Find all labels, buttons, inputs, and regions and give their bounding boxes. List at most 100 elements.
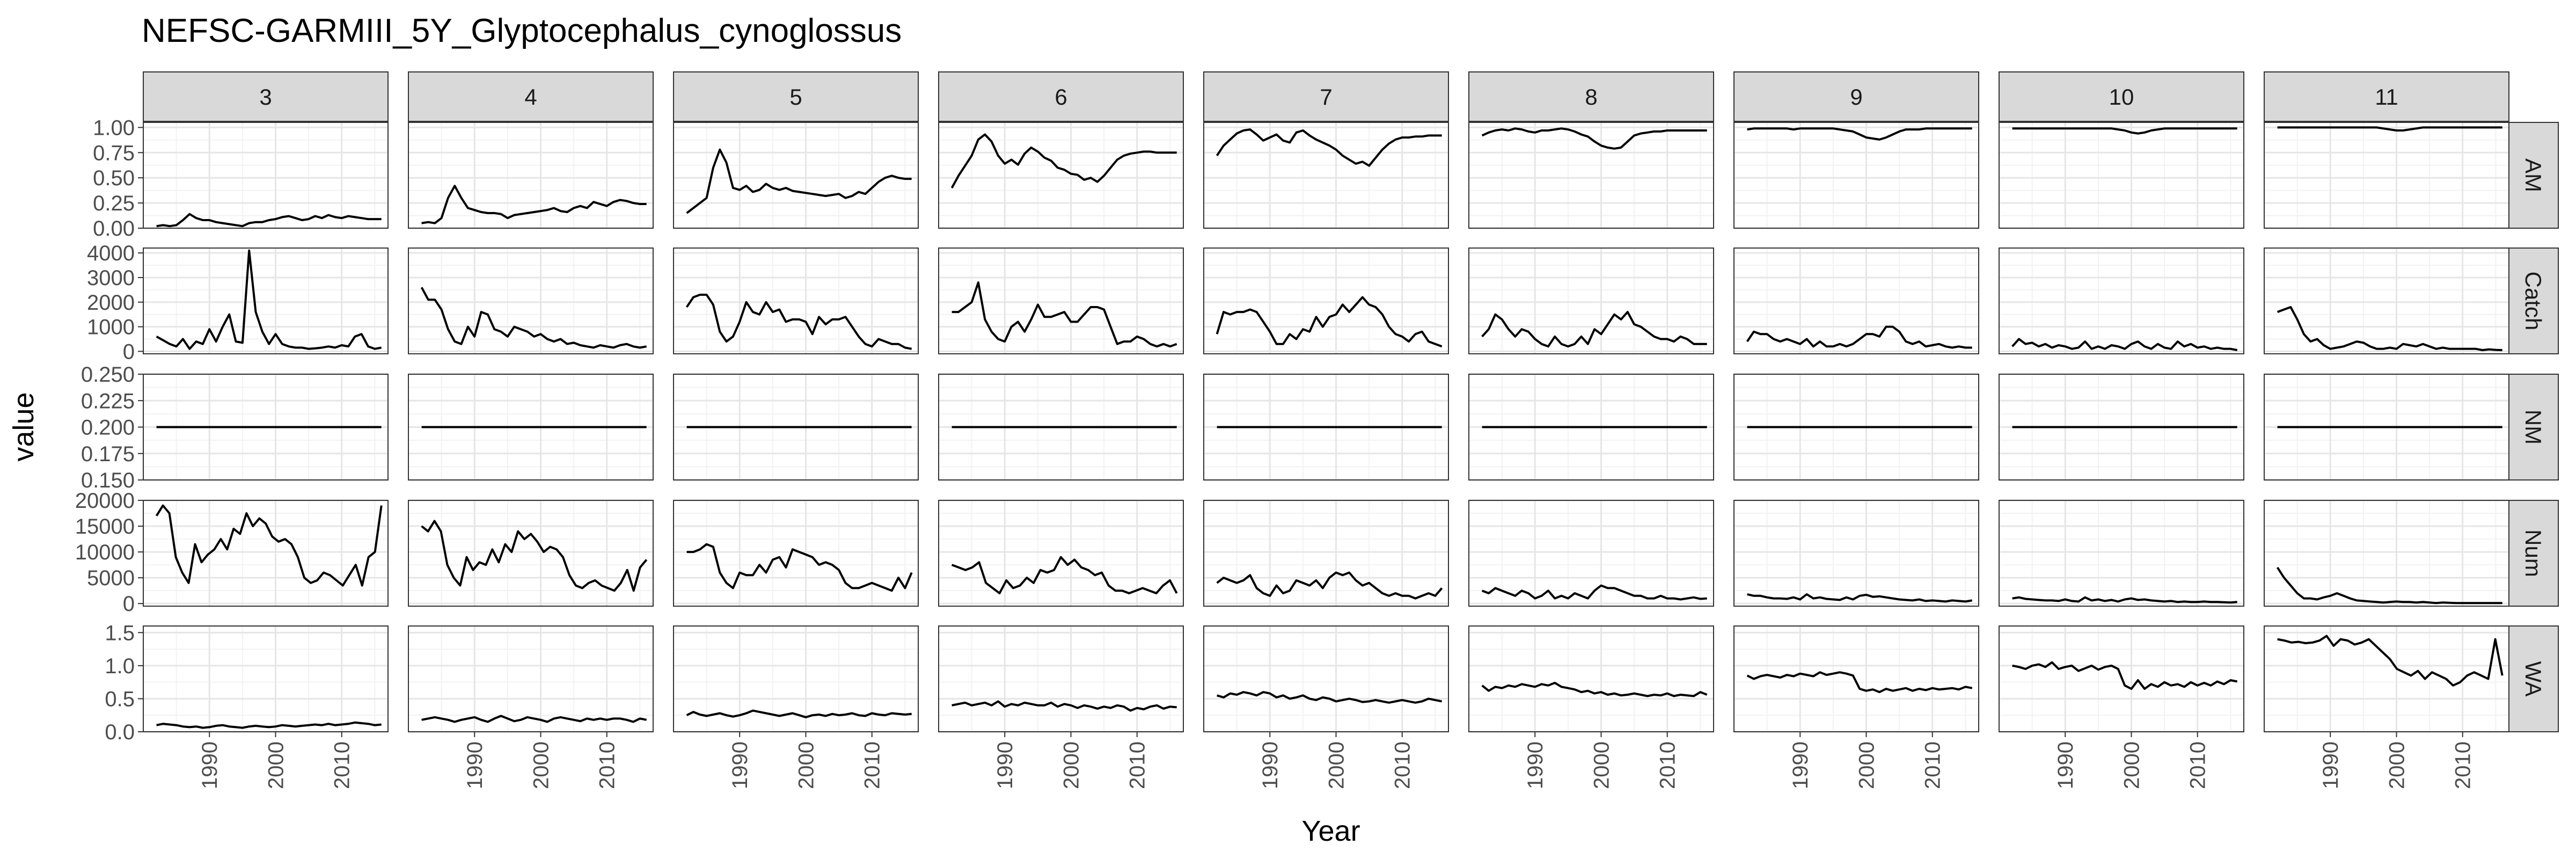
series-line-catch-11 xyxy=(2277,306,2502,352)
facet-strip-column xyxy=(1203,71,1449,122)
facet-panel xyxy=(2264,499,2509,607)
y-tick-label: 0 xyxy=(123,592,135,616)
series-line-am-4 xyxy=(421,185,647,224)
y-tick-label: 3000 xyxy=(87,266,135,290)
panel-border xyxy=(673,122,919,229)
panel-background xyxy=(1469,500,1714,606)
panel-border xyxy=(408,625,654,732)
series-line-wa-11 xyxy=(2277,635,2504,687)
panel-border xyxy=(1468,500,1714,607)
facet-panel xyxy=(1733,373,1979,481)
series-line-catch-6 xyxy=(952,281,1177,348)
facet-row-label: AM xyxy=(2521,158,2546,192)
series-line-catch-4 xyxy=(420,287,647,349)
y-tick-label: 1.00 xyxy=(93,116,135,140)
y-tick-label: 15000 xyxy=(75,515,135,538)
series-line-num-10 xyxy=(2012,596,2237,604)
facet-panel xyxy=(1468,373,1714,481)
facet-panel xyxy=(1999,625,2244,733)
x-tick-label: 2000 xyxy=(794,741,818,789)
panel-border xyxy=(938,500,1184,607)
facet-strip-column xyxy=(408,71,654,122)
facet-panel xyxy=(938,122,1184,229)
series-line-wa-9 xyxy=(1746,671,1973,694)
panel-background xyxy=(1999,248,2244,354)
y-tick-label: 0.0 xyxy=(105,720,135,744)
y-tick-label: 2000 xyxy=(87,291,135,315)
facet-strip-column xyxy=(143,71,389,122)
facet-column-label: 7 xyxy=(1320,84,1332,110)
facet-panel xyxy=(1999,373,2244,481)
facet-panel xyxy=(1468,625,1714,733)
facet-row-label: NM xyxy=(2521,410,2546,445)
y-tick-label: 4000 xyxy=(87,242,135,265)
series-line-num-8 xyxy=(1481,584,1707,601)
x-tick-label: 1990 xyxy=(2319,741,2343,789)
series-line-am-10 xyxy=(2012,127,2237,135)
series-line-catch-5 xyxy=(685,294,912,350)
facet-strip-row xyxy=(2508,625,2559,732)
facet-column-label: 8 xyxy=(1585,84,1597,110)
facet-row-label: Catch xyxy=(2521,272,2546,331)
facet-panel xyxy=(2264,247,2509,354)
y-axis-label: value xyxy=(8,392,40,461)
y-tick-label: 0.50 xyxy=(93,166,135,190)
y-tick-label: 0 xyxy=(123,340,135,363)
panel-border xyxy=(1733,247,1979,354)
x-tick-label: 2000 xyxy=(529,741,553,789)
panel-border xyxy=(143,247,389,354)
x-tick-label: 2010 xyxy=(2451,741,2475,789)
x-tick-label: 2000 xyxy=(1059,741,1083,789)
x-tick-label: 2010 xyxy=(1391,741,1415,789)
series-line-num-5 xyxy=(686,543,913,592)
panel-background xyxy=(143,500,388,606)
y-tick-label: 1.5 xyxy=(105,621,135,645)
x-tick-label: 2000 xyxy=(1590,741,1613,789)
y-tick-label: 10000 xyxy=(75,541,135,564)
panel-background xyxy=(1469,626,1714,732)
facet-panel xyxy=(1999,499,2244,607)
x-tick-label: 2000 xyxy=(1324,741,1348,789)
x-tick-label: 2000 xyxy=(2385,741,2409,789)
panel-border xyxy=(673,625,919,732)
facet-column-label: 9 xyxy=(1850,84,1862,110)
facet-column-label: 3 xyxy=(259,84,272,110)
panel-background xyxy=(2264,500,2509,606)
y-tick-label: 1.0 xyxy=(105,654,135,678)
facet-panel xyxy=(1999,247,2244,354)
facet-panel xyxy=(938,499,1184,607)
panel-background xyxy=(939,248,1183,354)
facet-panel xyxy=(408,247,654,354)
y-tick-label: 0.225 xyxy=(81,389,135,413)
facet-panel xyxy=(938,625,1184,733)
series-line-am-3 xyxy=(156,213,382,228)
y-tick-label: 0.5 xyxy=(105,687,135,711)
facet-row-label: Num xyxy=(2521,529,2546,577)
panel-border xyxy=(143,122,389,229)
panel-border xyxy=(938,247,1184,354)
panel-border xyxy=(1203,247,1449,354)
series-line-wa-5 xyxy=(686,709,912,718)
facet-panel xyxy=(143,625,389,733)
facet-panel xyxy=(143,373,389,481)
facet-panel xyxy=(2264,625,2509,733)
panel-border xyxy=(1733,500,1979,607)
x-tick-label: 1990 xyxy=(728,741,752,789)
facet-panel xyxy=(1733,122,1979,229)
panel-border xyxy=(408,374,654,481)
panel-border xyxy=(673,247,919,354)
facet-panel xyxy=(143,122,389,229)
x-tick-label: 1990 xyxy=(2054,741,2077,789)
facet-grid: 30.000.250.500.751.00010002000300040000.… xyxy=(75,71,2559,789)
facet-row-label: WA xyxy=(2521,661,2546,696)
y-tick-label: 0.150 xyxy=(81,469,135,492)
panel-background xyxy=(408,248,653,354)
panel-border xyxy=(408,500,654,607)
facet-panel xyxy=(1733,499,1979,607)
facet-panel xyxy=(408,122,654,229)
x-tick-label: 1990 xyxy=(1258,741,1282,789)
facet-strip-row xyxy=(2508,247,2559,354)
x-tick-label: 2010 xyxy=(1126,741,1150,789)
series-line-num-3 xyxy=(155,504,383,587)
facet-panel xyxy=(1203,373,1449,481)
